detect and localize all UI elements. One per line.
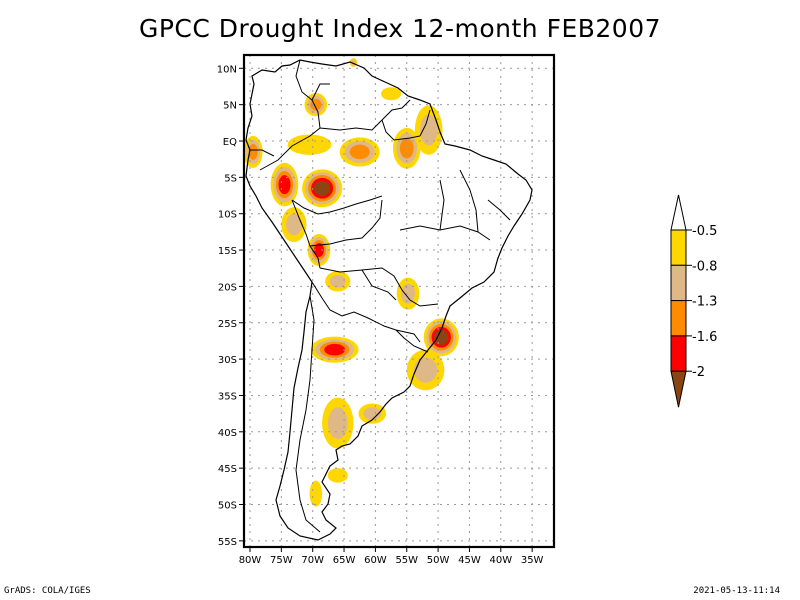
country-borders (250, 59, 511, 533)
lat-tick-label: 15S (218, 246, 237, 257)
lat-tick-label: EQ (223, 137, 237, 148)
drought-region-uruguay-rs (406, 349, 445, 391)
drought-level-3 (399, 138, 414, 159)
lon-tick-label: 45W (458, 555, 481, 566)
lat-tick-label: 55S (218, 537, 237, 548)
drought-level-5 (434, 329, 449, 345)
map-title: GPCC Drought Index 12-month FEB2007 (138, 14, 662, 43)
drought-level-4 (314, 243, 324, 258)
drought-level-2 (400, 283, 416, 304)
lat-tick-label: 5N (223, 101, 237, 112)
lon-tick-label: 75W (270, 555, 293, 566)
drought-region-buenos-aires-south (358, 403, 387, 424)
coastline-borders (245, 59, 533, 541)
drought-region-amazon-north-central (339, 137, 380, 167)
lat-tick-label: 45S (218, 464, 237, 475)
drought-region-patagonia-east (327, 468, 348, 483)
lat-tick-label: 20S (218, 282, 237, 293)
drought-region-ecuador (244, 135, 263, 168)
lon-tick-label: 60W (364, 555, 387, 566)
drought-region-guyana-coast (381, 87, 402, 101)
colorbar-segment-none (670, 194, 687, 231)
colorbar-label: -0.8 (692, 259, 717, 274)
lon-tick-label: 40W (489, 555, 512, 566)
footer-timestamp: 2021-05-13-11:14 (693, 586, 780, 596)
lat-tick-label: 5S (224, 173, 237, 184)
lat-tick-label: 10N (217, 64, 237, 75)
drought-region-paraguay-brazil (396, 277, 420, 310)
lat-tick-label: 40S (218, 428, 237, 439)
footer-credit: GrADS: COLA/IGES (4, 586, 91, 596)
continent-outline (245, 59, 533, 541)
lon-tick-label: 55W (395, 555, 418, 566)
colorbar-segment-3 (670, 300, 687, 337)
drought-region-bolivia-east (325, 271, 351, 292)
drought-region-argentina-central-south (322, 397, 354, 449)
drought-region-bolivia-titicaca (307, 234, 331, 267)
lat-tick-label: 35S (218, 391, 237, 402)
colorbar-legend: -0.5 -0.8 -1.3 -1.6 -2 (670, 194, 717, 408)
map-frame (242, 53, 556, 549)
drought-level-5 (314, 180, 331, 196)
drought-level-1 (309, 480, 323, 507)
drought-level-2 (329, 274, 346, 288)
drought-region-northwest-argentina (310, 336, 359, 363)
lat-tick-label: 30S (218, 355, 237, 366)
drought-level-2 (286, 213, 302, 236)
drought-region-western-amazon-core (302, 169, 343, 208)
lon-tick-label: 35W (521, 555, 544, 566)
drought-level-3 (248, 143, 258, 160)
drought-region-amazon-mouth-west (392, 127, 421, 169)
colorbar-label: -2 (692, 365, 705, 380)
drought-shading-layer (244, 58, 459, 507)
drought-level-4 (278, 175, 291, 195)
lon-tick-label: 80W (239, 555, 262, 566)
lon-tick-label: 70W (301, 555, 324, 566)
drought-region-amazon-west-north (287, 134, 332, 155)
colorbar-label: -1.3 (692, 295, 717, 310)
latitude-axis: 10N 5N EQ 5S 10S 15S 20S 25S 30S 35S 40S 45S 50S 55S (217, 64, 244, 548)
drought-level-2 (327, 407, 348, 439)
drought-level-2 (363, 407, 381, 420)
drought-level-1 (327, 468, 348, 483)
drought-region-peru-north (270, 162, 299, 207)
colorbar-segment-1 (670, 229, 687, 266)
drought-level-3 (349, 144, 370, 160)
colorbar-segment-5 (670, 370, 687, 408)
drought-level-2 (413, 357, 438, 383)
colorbar-segment-4 (670, 335, 687, 372)
lat-tick-label: 25S (218, 319, 237, 330)
colorbar-label: -0.5 (692, 224, 717, 239)
lon-tick-label: 50W (427, 555, 450, 566)
drought-region-southern-brazil (423, 318, 459, 357)
drought-region-patagonia-west (309, 480, 323, 507)
lat-tick-label: 50S (218, 501, 237, 512)
drought-region-peru-central (281, 207, 307, 243)
drought-level-2 (420, 114, 438, 146)
lon-tick-label: 65W (333, 555, 356, 566)
drought-level-1 (381, 87, 402, 101)
longitude-axis: 80W 75W 70W 65W 60W 55W 50W 45W 40W 35W (239, 547, 544, 566)
lat-tick-label: 10S (218, 210, 237, 221)
colorbar-label: -1.6 (692, 330, 717, 345)
colorbar-segment-2 (670, 264, 687, 302)
grid-lines (244, 55, 554, 547)
drought-level-4 (324, 343, 346, 356)
drought-level-1 (287, 134, 332, 155)
